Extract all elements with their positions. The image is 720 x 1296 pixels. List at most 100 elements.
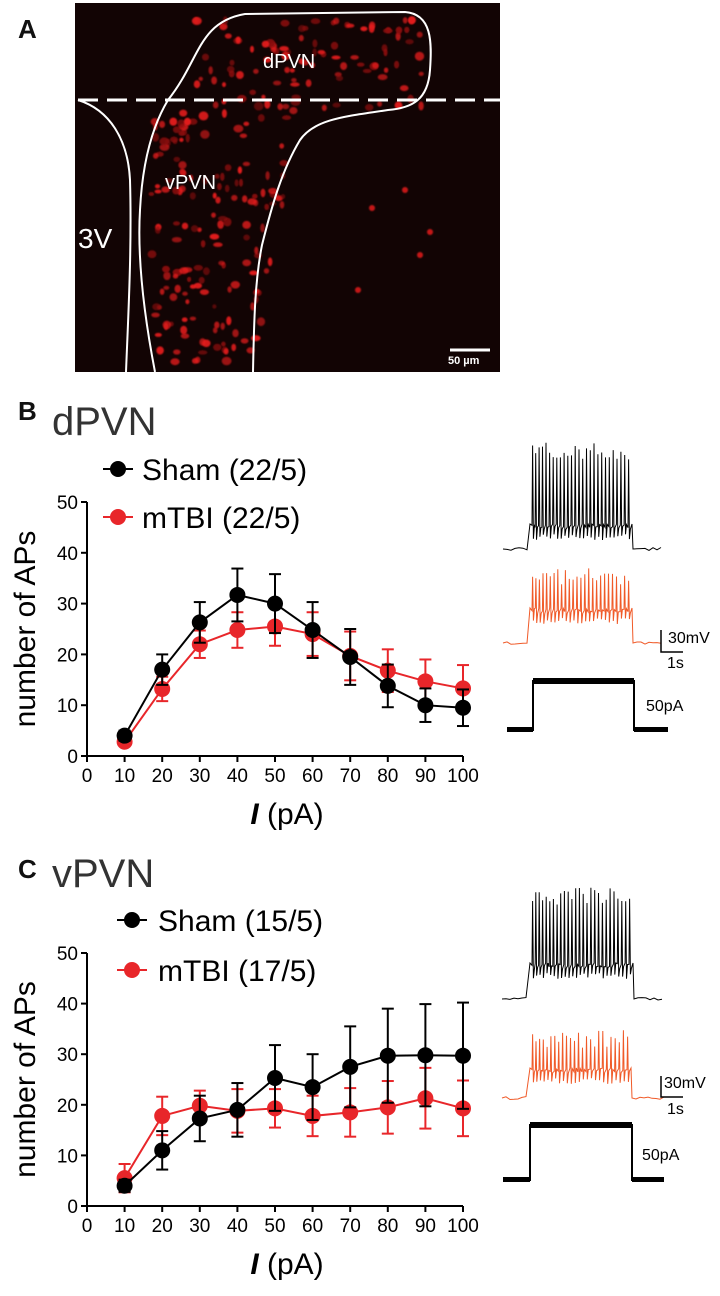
neuron-cell: [154, 332, 162, 337]
panel-b-letter: B: [18, 396, 37, 426]
chart-b-x-tick-label: 0: [82, 766, 93, 787]
scale-c-current: 50pA: [642, 1147, 680, 1164]
neuron-cell: [254, 246, 259, 255]
neuron-cell: [395, 31, 401, 41]
chart-b-series-sham-point: [379, 677, 396, 694]
chart-c-y-label: number of APs: [9, 981, 42, 1178]
chart-c-x-tick-label: 40: [227, 1216, 248, 1237]
neuron-cell: [250, 302, 256, 311]
neuron-cell: [364, 104, 374, 111]
neuron-cell: [242, 161, 251, 167]
neuron-cell: [152, 303, 161, 311]
chart-c-series-mtbi-point: [342, 1104, 359, 1121]
legend-c: Sham (15/5) mTBI (17/5): [117, 905, 323, 988]
trace-b-step-base-right: [634, 727, 668, 732]
pvn-outline-right: [167, 10, 432, 373]
chart-b-x-tick-label: 50: [264, 766, 285, 787]
chart-c-series-mtbi-point: [154, 1107, 171, 1124]
chart-b-x-tick-label: 90: [415, 766, 436, 787]
neuron-cell: [203, 267, 210, 276]
neuron-cell: [173, 221, 180, 226]
chart-b-x-tick-label: 10: [114, 766, 135, 787]
neuron-cell: [151, 312, 160, 318]
neuron-cell: [187, 276, 192, 282]
chart-c-series-sham-point: [342, 1058, 359, 1075]
traces-b: 30mV 1s 50pA: [502, 442, 710, 732]
neuron-cell: [169, 293, 178, 301]
chart-b-x-tick-label: 80: [377, 766, 398, 787]
neuron-cell: [243, 234, 250, 241]
neuron-cell: [224, 184, 230, 193]
neuron-cell: [217, 220, 224, 229]
neuron-cell: [172, 126, 181, 134]
neuron-cell: [221, 109, 227, 118]
neuron-cell: [211, 76, 218, 85]
chart-c-x-tick-label: 10: [114, 1216, 135, 1237]
neuron-cell: [281, 51, 290, 61]
neuron-cell: [198, 111, 209, 121]
chart-b-series-sham-point: [267, 595, 283, 612]
neuron-cell: [332, 102, 341, 108]
neuron-cell: [180, 333, 190, 339]
neuron-cell: [212, 327, 218, 334]
chart-c-series-sham-point: [267, 1069, 283, 1086]
neuron-cell: [189, 192, 196, 200]
neuron-cell: [226, 316, 232, 326]
neuron-cell: [250, 45, 254, 53]
neuron-cell: [291, 78, 297, 83]
neuron-cell: [221, 356, 232, 366]
neuron-cell: [289, 68, 295, 73]
legend-c-mtbi-marker: [124, 962, 140, 978]
neuron-cell: [383, 67, 389, 73]
legend-c-sham-marker: [124, 912, 140, 928]
chart-c-series-sham-point: [304, 1079, 321, 1096]
chart-c-x-tick-label: 90: [415, 1216, 436, 1237]
neuron-cell: [161, 186, 170, 193]
neuron-cell: [151, 132, 160, 142]
neuron-cell: [251, 335, 261, 342]
neuron-cell: [224, 33, 232, 39]
neuron-cell: [333, 17, 340, 25]
chart-b-y-tick-label: 50: [57, 493, 78, 514]
chart-b-series-mtbi-point: [229, 622, 246, 639]
neuron-cell: [268, 187, 278, 195]
neuron-cell: [368, 21, 376, 30]
chart-c-x-tick-label: 20: [152, 1216, 173, 1237]
chart-b-series-mtbi-point: [191, 636, 208, 653]
neuron-cell: [249, 270, 258, 276]
neuron-cell: [237, 166, 243, 174]
neuron-cell: [223, 348, 229, 355]
neuron-cell: [199, 338, 206, 346]
neuron-cell: [191, 358, 199, 364]
neuron-cell: [298, 25, 306, 32]
neuron-cell: [234, 179, 239, 187]
neuron-cell: [247, 198, 257, 206]
neuron-cell: [417, 252, 423, 258]
neuron-cell: [253, 68, 259, 74]
neuron-cell: [404, 26, 410, 34]
neuron-cell: [230, 281, 240, 289]
neuron-cell: [414, 51, 425, 61]
neuron-cell: [209, 233, 220, 240]
neuron-cell: [179, 168, 186, 176]
chart-b-y-tick-label: 10: [57, 696, 78, 717]
neuron-cell: [170, 358, 180, 366]
neuron-cell: [377, 101, 383, 107]
neuron-cell: [181, 222, 189, 230]
neuron-cell: [243, 121, 250, 127]
chart-c-x-tick-label: 50: [264, 1216, 285, 1237]
neuron-cell: [291, 94, 301, 100]
neuron-cell: [265, 171, 270, 181]
chart-c-x-tick-label: 60: [302, 1216, 323, 1237]
neuron-cell: [159, 137, 170, 146]
neuron-cell: [153, 152, 159, 159]
neuron-cell: [372, 62, 379, 69]
neuron-cell: [219, 23, 228, 31]
chart-c-series-mtbi-line: [123, 1097, 464, 1179]
chart-b-series-sham-point: [154, 661, 171, 678]
neuron-cell: [350, 55, 359, 60]
neuron-cell: [298, 58, 305, 65]
neuron-cell: [208, 66, 213, 75]
neuron-cell: [174, 284, 181, 293]
